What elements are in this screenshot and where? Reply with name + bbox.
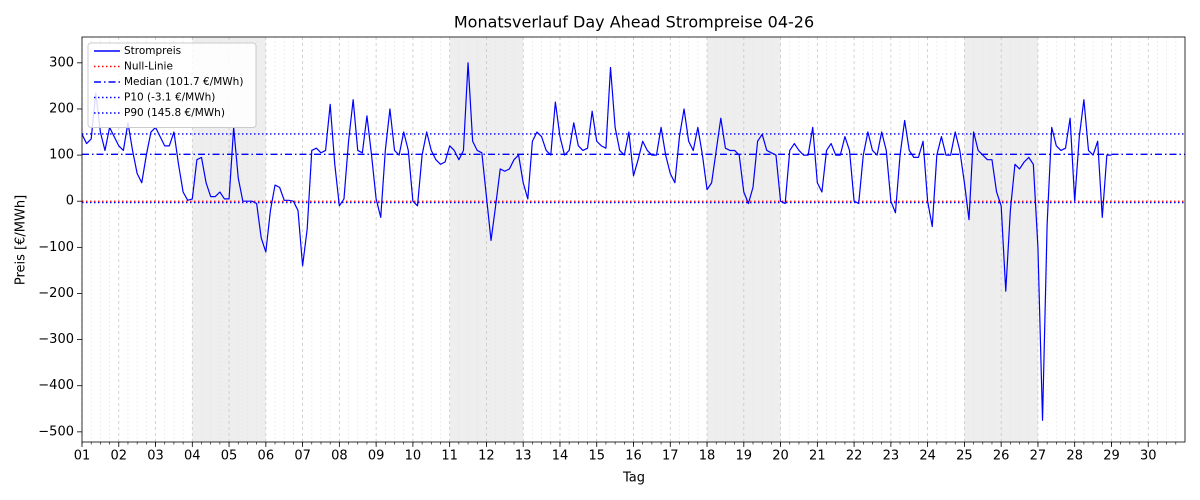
y-tick-label: 0 (66, 194, 74, 209)
x-tick-label: 05 (221, 449, 238, 464)
x-tick-label: 09 (368, 449, 385, 464)
y-tick-label: 200 (49, 101, 74, 116)
x-tick-label: 23 (883, 449, 900, 464)
x-tick-label: 21 (809, 449, 826, 464)
price-line (81, 62, 1112, 421)
x-tick-label: 12 (478, 449, 495, 464)
y-tick-label: −500 (38, 424, 74, 439)
y-axis-label: Preis [€/MWh] (14, 195, 29, 285)
x-tick-label: 24 (919, 449, 936, 464)
x-tick-label: 14 (552, 449, 569, 464)
x-tick-label: 15 (588, 449, 605, 464)
x-axis-label: Tag (622, 471, 645, 486)
y-tick-label: 100 (49, 148, 74, 163)
x-tick-label: 04 (184, 449, 201, 464)
legend-label: P90 (145.8 €/MWh) (124, 107, 225, 119)
plot-frame (81, 36, 1186, 443)
x-tick-label: 18 (699, 449, 716, 464)
x-tick-label: 26 (993, 449, 1010, 464)
x-tick-label: 22 (846, 449, 863, 464)
x-tick-label: 25 (956, 449, 973, 464)
legend: Strompreis Null-Linie Median (101.7 €/MWh)… (87, 42, 257, 128)
chart-title: Monatsverlauf Day Ahead Strompreise 04-2… (454, 13, 814, 32)
x-tick-label: 10 (405, 449, 422, 464)
x-tick-label: 17 (662, 449, 679, 464)
x-tick-label: 20 (772, 449, 789, 464)
y-tick-label: −400 (38, 378, 74, 393)
legend-label: Strompreis (124, 45, 181, 57)
x-tick-label: 03 (147, 449, 164, 464)
x-tick-label: 28 (1066, 449, 1083, 464)
x-tick-label: 08 (331, 449, 348, 464)
legend-label: Null-Linie (124, 61, 173, 73)
x-tick-label: 16 (625, 449, 642, 464)
y-tick-label: 300 (49, 55, 74, 70)
x-tick-label: 19 (736, 449, 753, 464)
y-tick-label: −100 (38, 240, 74, 255)
y-tick-label: −300 (38, 332, 74, 347)
x-tick-label: 01 (74, 449, 91, 464)
x-tick-label: 02 (110, 449, 127, 464)
legend-label: P10 (-3.1 €/MWh) (124, 92, 215, 104)
x-tick-label: 11 (441, 449, 458, 464)
y-tick-label: −200 (38, 286, 74, 301)
x-tick-label: 07 (294, 449, 311, 464)
x-tick-label: 27 (1030, 449, 1047, 464)
legend-label: Median (101.7 €/MWh) (124, 76, 243, 88)
x-tick-label: 13 (515, 449, 532, 464)
legend-box (87, 42, 257, 128)
x-tick-label: 06 (258, 449, 275, 464)
x-tick-label: 30 (1140, 449, 1157, 464)
x-tick-label: 29 (1103, 449, 1120, 464)
